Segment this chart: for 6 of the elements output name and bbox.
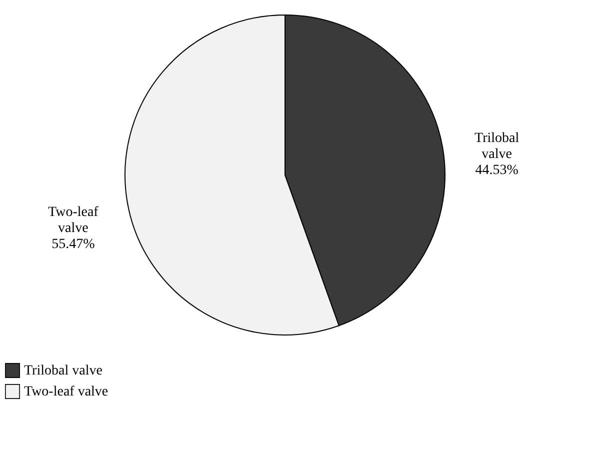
legend-label: Two-leaf valve: [24, 384, 108, 400]
slice-label: Two-leaf valve: [48, 204, 99, 236]
slice-label: Trilobal valve: [474, 131, 520, 162]
data-label: 55.47%: [52, 236, 96, 252]
legend-label: Trilobal valve: [24, 364, 102, 378]
data-label: 44.53%: [475, 163, 519, 178]
